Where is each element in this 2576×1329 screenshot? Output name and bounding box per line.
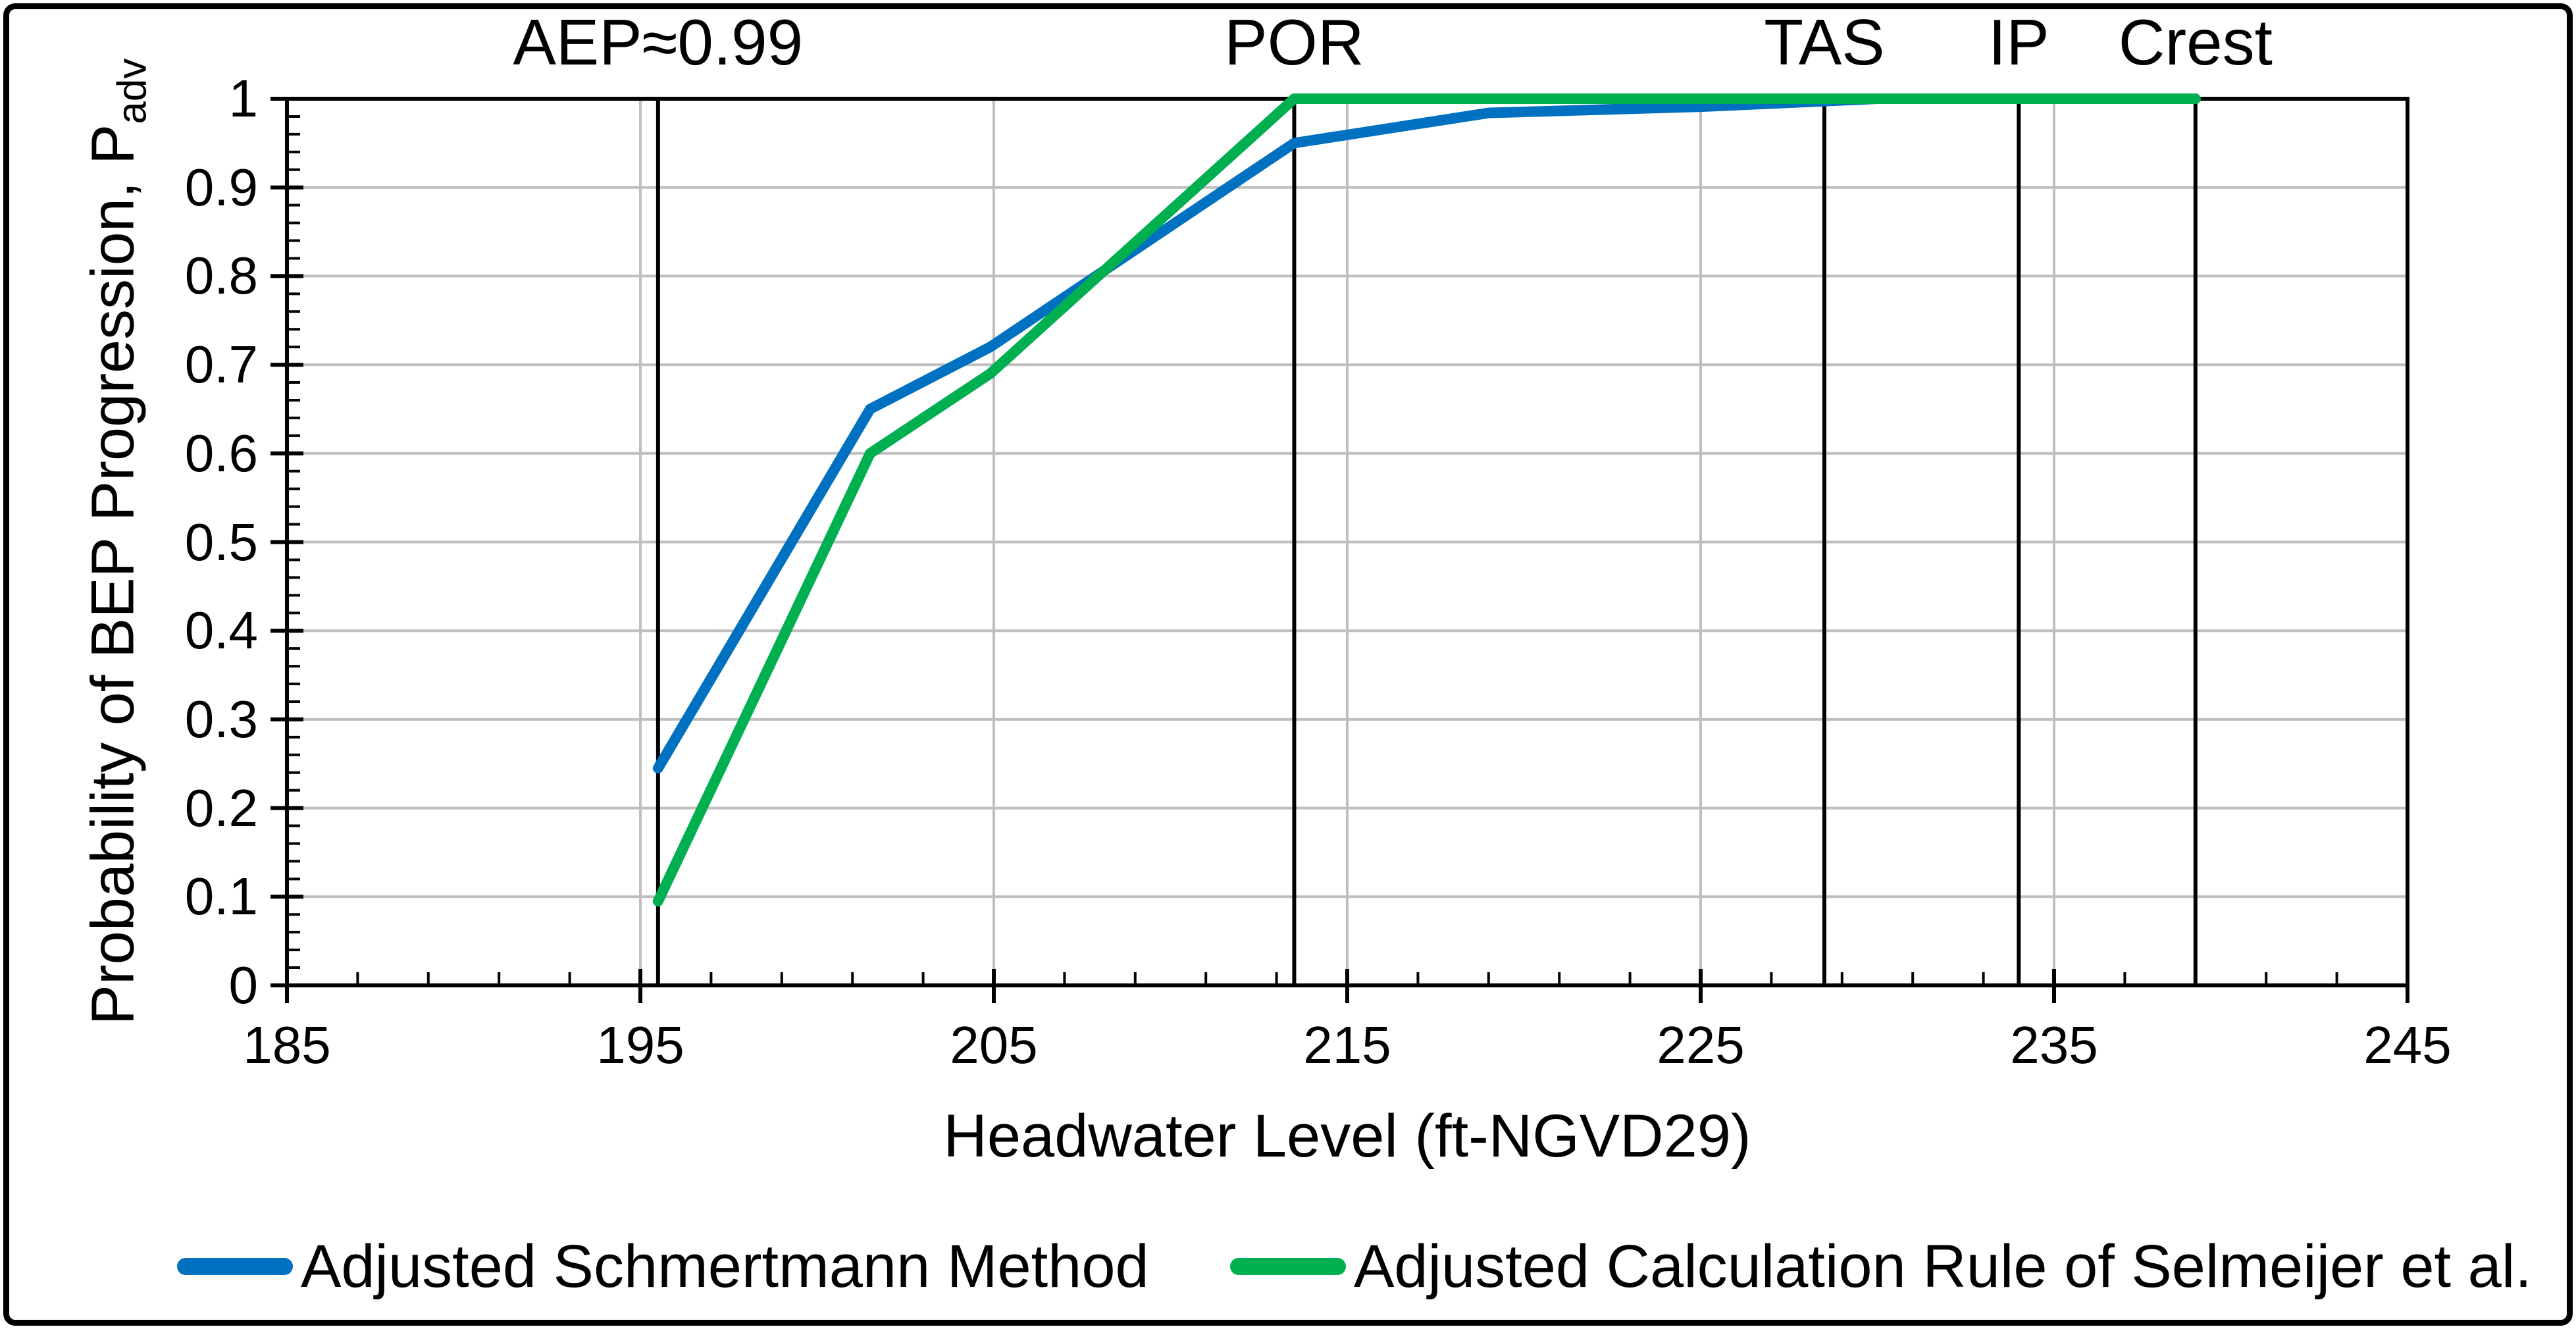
x-tick-label: 225 [1657, 1016, 1745, 1074]
x-tick-label: 185 [243, 1016, 331, 1074]
reference-line-label: IP [1988, 6, 2049, 78]
x-tick-label: 245 [2363, 1016, 2452, 1074]
x-tick-label: 215 [1303, 1016, 1391, 1074]
y-axis-title-subscript: adv [109, 58, 155, 124]
reference-line-label: Crest [2118, 6, 2273, 78]
x-tick-label: 235 [2010, 1016, 2098, 1074]
y-tick-label: 0.2 [184, 778, 258, 837]
y-tick-label: 0.4 [184, 601, 258, 660]
x-tick-label: 205 [950, 1016, 1038, 1074]
legend-swatch-selmeijer [1230, 1258, 1346, 1275]
legend-label-selmeijer: Adjusted Calculation Rule of Selmeijer e… [1354, 1232, 2532, 1300]
series-line-schmertmann [652, 93, 2201, 773]
y-tick-label: 0.6 [184, 423, 258, 482]
y-tick-label: 0.1 [184, 867, 258, 926]
legend-label-schmertmann: Adjusted Schmertmann Method [301, 1232, 1149, 1300]
x-tick-label: 195 [596, 1016, 684, 1074]
legend-item-selmeijer: Adjusted Calculation Rule of Selmeijer e… [1230, 1226, 2532, 1307]
x-axis-title: Headwater Level (ft-NGVD29) [943, 1103, 1751, 1170]
y-tick-label: 0.3 [184, 689, 258, 748]
y-tick-label: 0.8 [184, 246, 258, 305]
legend-item-schmertmann: Adjusted Schmertmann Method [177, 1226, 1149, 1307]
reference-line-label: AEP≈0.99 [513, 6, 804, 78]
reference-line-label: TAS [1764, 6, 1885, 78]
reference-line-label: POR [1224, 6, 1364, 78]
y-tick-label: 1 [228, 69, 259, 128]
y-axis-title-text: Probability of BEP Progression, P [79, 124, 147, 1026]
y-tick-label: 0 [228, 956, 259, 1014]
y-tick-label: 0.7 [184, 335, 258, 394]
series-line-selmeijer [652, 93, 2201, 907]
y-axis-title: Probability of BEP Progression, Padv [78, 59, 155, 1026]
y-tick-label: 0.5 [184, 512, 258, 571]
y-tick-label: 0.9 [184, 157, 258, 217]
legend-swatch-schmertmann [177, 1258, 293, 1275]
